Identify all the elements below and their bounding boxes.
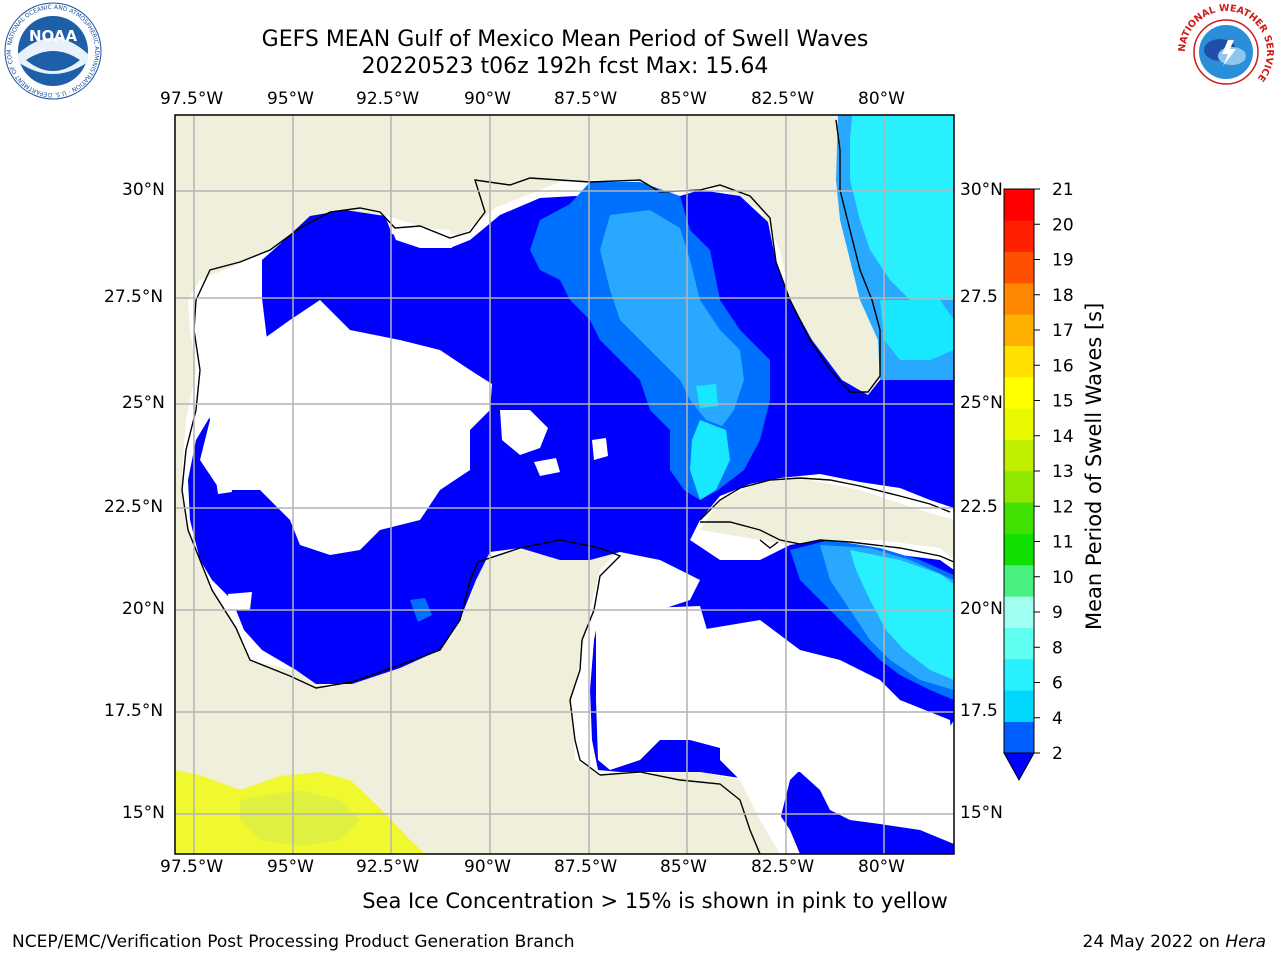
colorbar-tick-label: 10 [1052,568,1074,588]
colorbar: 2 4 6 8 9 10 11 12 13 14 15 16 17 18 19 20 21 [1003,180,1074,782]
colorbar-cell [1004,596,1034,628]
lat-tick-right-20: 20°N [960,599,1003,619]
chart-subtitle: 20220523 t06z 192h fcst Max: 15.64 [361,54,769,79]
lon-tick-bottom-87-5: 87.5°W [554,857,618,877]
noaa-logo: NATIONAL OCEANIC AND ATMOSPHERIC ADMINIS… [1,0,102,100]
colorbar-cell [1004,283,1034,315]
lon-tick-bottom-97-5: 97.5°W [160,857,224,877]
colorbar-tick-label: 20 [1052,215,1074,235]
colorbar-tick-label: 13 [1052,462,1074,482]
lat-tick-left-25: 25°N [122,393,165,413]
lat-tick-left-15: 15°N [122,803,165,823]
colorbar-cell [1004,502,1034,534]
colorbar-tick-label: 16 [1052,356,1074,376]
lon-tick-bottom-92-5: 92.5°W [356,857,420,877]
chart-title: GEFS MEAN Gulf of Mexico Mean Period of … [261,27,869,52]
footer-credit: NCEP/EMC/Verification Post Processing Pr… [12,932,575,952]
lon-tick-bottom-90: 90°W [464,857,511,877]
colorbar-cell [1004,533,1034,566]
colorbar-tick-label: 18 [1052,286,1074,306]
lat-tick-left-27-5: 27.5°N [104,287,164,307]
colorbar-label: Mean Period of Swell Waves [s] [1082,302,1106,630]
colorbar-cell [1004,408,1034,440]
colorbar-tick-label: 17 [1052,321,1074,341]
lat-tick-left-22-5: 22.5°N [104,497,164,517]
lon-tick-top-82-5: 82.5°W [751,89,815,109]
lon-tick-bottom-85: 85°W [660,857,707,877]
lat-tick-right-25: 25°N [960,393,1003,413]
lon-tick-top-90: 90°W [464,89,511,109]
colorbar-tick-label: 9 [1052,603,1063,623]
lon-tick-bottom-95: 95°W [267,857,314,877]
colorbar-cell [1004,251,1034,284]
colorbar-cell [1004,189,1034,221]
colorbar-tick-label: 8 [1052,638,1063,658]
colorbar-tick-label: 19 [1052,251,1074,271]
colorbar-cell [1004,439,1034,472]
lat-tick-right-22-5: 22.5 [960,497,998,517]
svg-text:NOAA: NOAA [29,27,78,45]
footer-date: 24 May 2022 on Hera [1083,932,1267,952]
colorbar-cell [1004,377,1034,409]
colorbar-cell [1004,690,1034,722]
colorbar-cell [1004,721,1034,754]
lon-tick-bottom-82-5: 82.5°W [751,857,815,877]
lon-tick-bottom-80: 80°W [858,857,905,877]
colorbar-cell [1004,627,1034,660]
colorbar-cell [1004,345,1034,378]
swell-5s [600,210,744,426]
colorbar-tick-label: 14 [1052,427,1074,447]
lat-tick-right-27-5: 27.5 [960,287,998,307]
lon-tick-top-80: 80°W [858,89,905,109]
lat-tick-left-30: 30°N [122,180,165,200]
colorbar-cell [1004,565,1034,597]
swell-6s-gulf [690,420,730,500]
lat-tick-left-17-5: 17.5°N [104,701,164,721]
coastline [181,119,954,854]
lat-tick-left-20: 20°N [122,599,165,619]
colorbar-tick-label: 11 [1052,533,1074,553]
colorbar-cell [1004,314,1034,346]
lon-tick-top-95: 95°W [267,89,314,109]
sea-ice-note: Sea Ice Concentration > 15% is shown in … [362,889,948,913]
colorbar-tick-label: 15 [1052,392,1074,412]
lon-tick-top-97-5: 97.5°W [160,89,224,109]
colorbar-cell [1004,659,1034,691]
colorbar-cell [1004,220,1034,252]
lon-tick-top-87-5: 87.5°W [554,89,618,109]
lon-tick-top-92-5: 92.5°W [356,89,420,109]
nws-logo: NATIONAL WEATHER SERVICE [1176,2,1276,102]
colorbar-extend [1003,752,1035,782]
colorbar-cell [1004,471,1034,503]
grid [175,115,954,854]
lat-tick-right-17-5: 17.5 [960,701,998,721]
colorbar-tick-label: 2 [1052,744,1063,764]
colorbar-tick-label: 6 [1052,674,1063,694]
footer-machine: Hera [1225,932,1266,952]
colorbar-tick-label: 21 [1052,180,1074,200]
lat-tick-right-15: 15°N [960,803,1003,823]
map-frame [174,114,955,855]
footer-date-text: 24 May 2022 on [1082,932,1226,952]
lon-tick-top-85: 85°W [660,89,707,109]
colorbar-tick-label: 12 [1052,497,1074,517]
colorbar-tick-label: 4 [1052,709,1063,729]
lat-tick-right-30: 30°N [960,180,1003,200]
